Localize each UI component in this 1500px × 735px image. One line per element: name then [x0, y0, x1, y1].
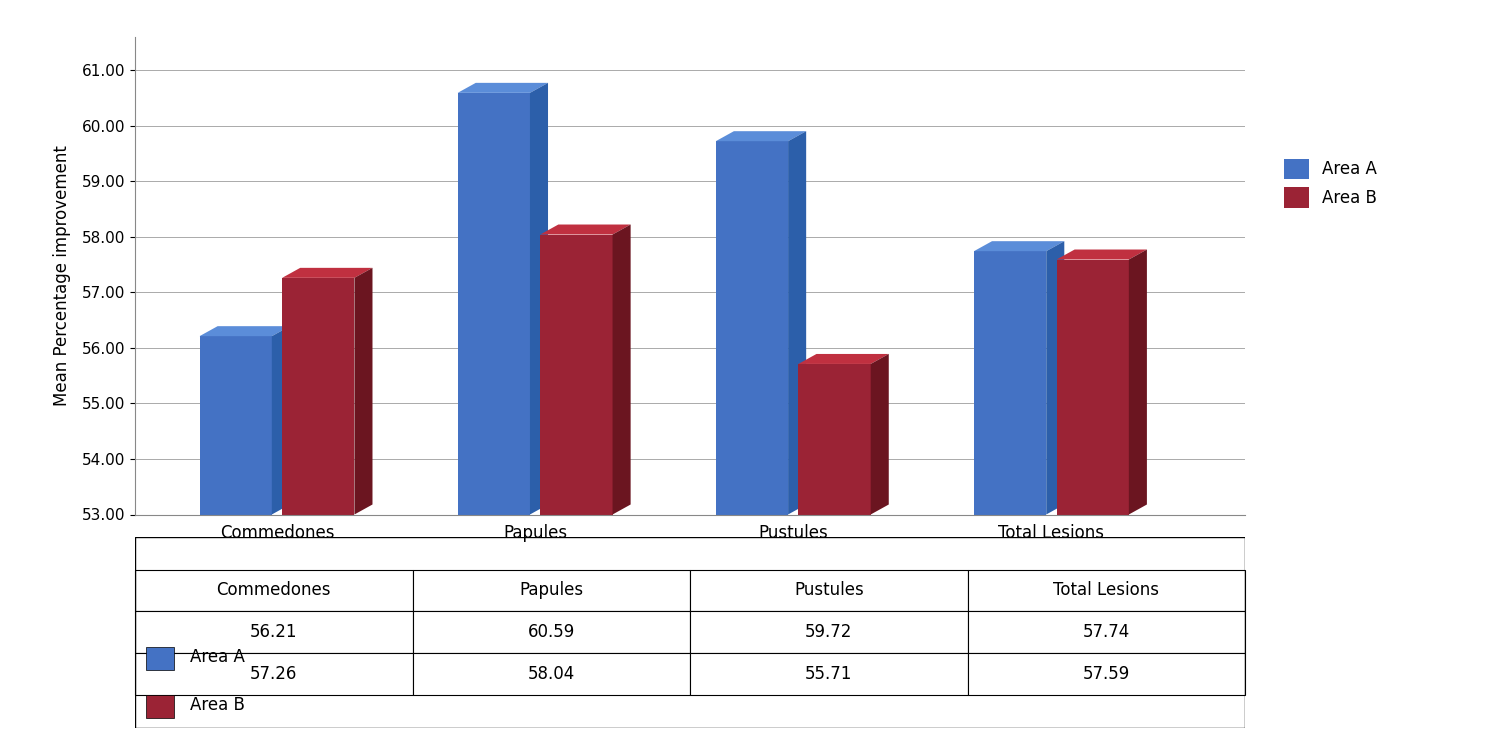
Bar	[540, 234, 612, 514]
Polygon shape	[282, 268, 372, 278]
Polygon shape	[716, 131, 806, 141]
Polygon shape	[1046, 241, 1065, 514]
Polygon shape	[458, 83, 548, 93]
Text: Area A: Area A	[190, 648, 246, 666]
Bar	[146, 695, 174, 718]
Text: Area B: Area B	[190, 696, 246, 714]
Polygon shape	[870, 354, 889, 514]
Polygon shape	[530, 83, 548, 514]
Bar	[798, 364, 870, 514]
Polygon shape	[798, 354, 889, 364]
Bar	[1056, 259, 1130, 514]
Bar	[282, 278, 354, 514]
Polygon shape	[272, 326, 290, 514]
Polygon shape	[200, 326, 290, 336]
Bar	[146, 648, 174, 670]
Polygon shape	[612, 224, 630, 514]
Polygon shape	[788, 131, 806, 514]
Legend: Area A, Area B: Area A, Area B	[1275, 150, 1386, 216]
Polygon shape	[974, 241, 1065, 251]
Polygon shape	[1056, 249, 1148, 259]
Bar	[716, 141, 788, 514]
Bar	[200, 336, 272, 514]
Y-axis label: Mean Percentage improvement: Mean Percentage improvement	[53, 146, 70, 406]
Bar	[458, 93, 530, 514]
Polygon shape	[540, 224, 630, 234]
Polygon shape	[354, 268, 372, 514]
Polygon shape	[1130, 249, 1148, 514]
Bar	[974, 251, 1046, 514]
